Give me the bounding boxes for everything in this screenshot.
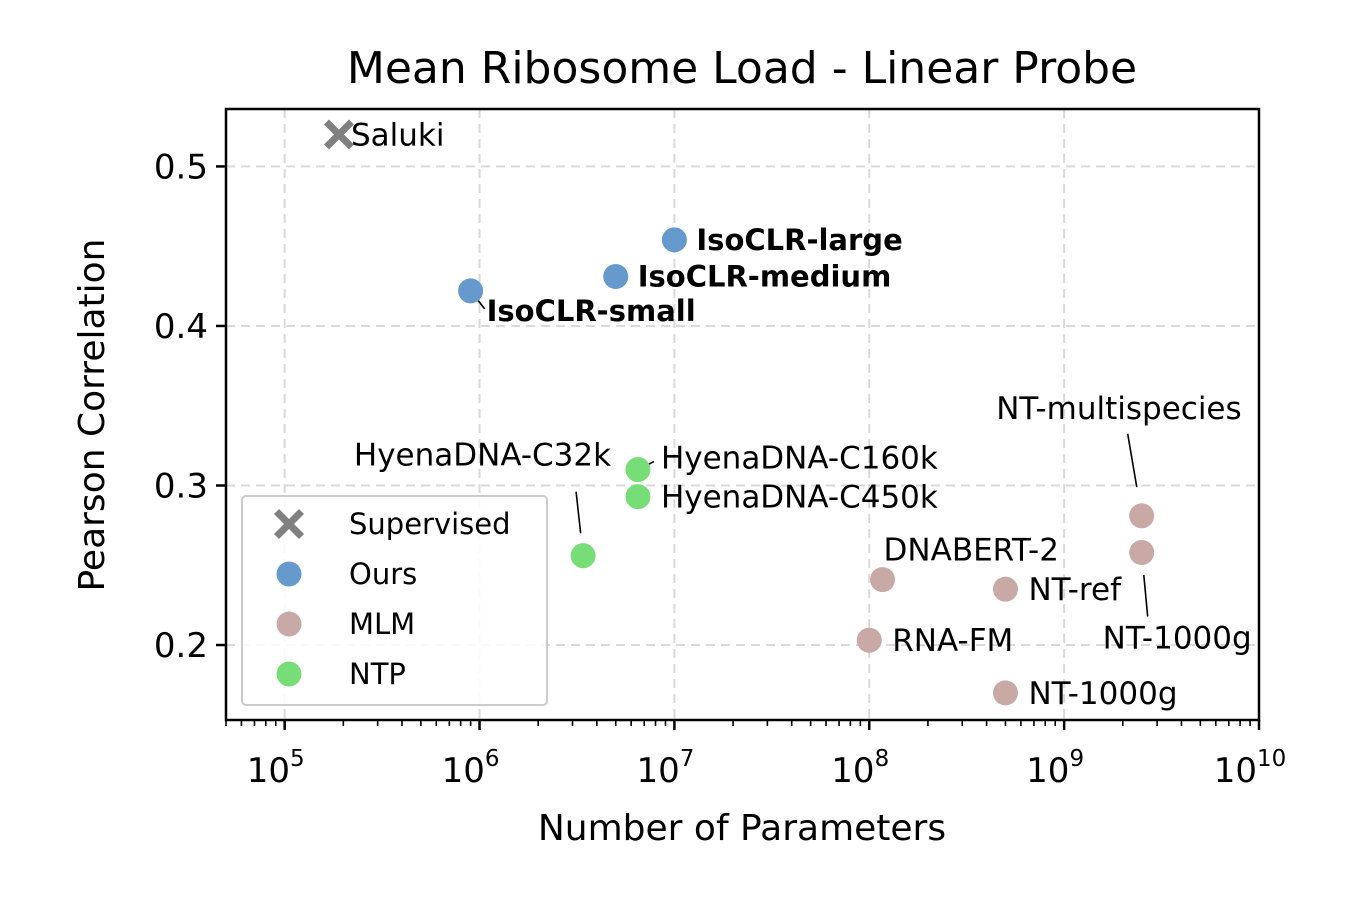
point-label: IsoCLR-large xyxy=(696,223,902,257)
point-label: NT-1000g xyxy=(1103,620,1252,656)
point-label: NT-ref xyxy=(1028,572,1122,608)
data-point xyxy=(625,484,651,510)
legend-marker xyxy=(276,611,302,637)
y-axis-label: Pearson Correlation xyxy=(72,239,113,592)
point-label: HyenaDNA-C32k xyxy=(354,438,611,474)
legend-label: MLM xyxy=(349,607,415,641)
x-tick-exponent: 7 xyxy=(680,746,695,772)
x-tick-exponent: 10 xyxy=(1257,746,1286,772)
data-point xyxy=(458,278,484,304)
point-label: RNA-FM xyxy=(892,623,1013,659)
x-tick-label: 109 xyxy=(1026,746,1084,791)
x-axis-label: Number of Parameters xyxy=(538,808,946,849)
data-point xyxy=(661,227,687,253)
point-label: HyenaDNA-C450k xyxy=(661,480,938,516)
x-tick-label: 107 xyxy=(636,746,694,791)
point-label: NT-multispecies xyxy=(996,391,1241,427)
x-tick-exponent: 9 xyxy=(1069,746,1084,772)
data-point xyxy=(856,627,882,653)
legend-label: Supervised xyxy=(349,507,511,541)
data-point xyxy=(570,543,596,569)
legend-box xyxy=(241,495,548,706)
data-point xyxy=(1129,539,1155,565)
point-label: IsoCLR-medium xyxy=(638,260,892,294)
x-tick-exponent: 6 xyxy=(485,746,500,772)
data-point xyxy=(603,264,629,290)
data-point xyxy=(992,576,1018,602)
x-tick-label: 108 xyxy=(831,746,889,791)
legend-label: Ours xyxy=(349,557,417,591)
legend-marker xyxy=(276,661,302,687)
data-point xyxy=(992,680,1018,706)
legend-marker xyxy=(274,509,304,539)
y-tick-label: 0.4 xyxy=(154,307,208,347)
point-label: HyenaDNA-C160k xyxy=(661,441,938,477)
chart-title: Mean Ribosome Load - Linear Probe xyxy=(347,43,1137,94)
y-tick-label: 0.3 xyxy=(154,466,208,506)
y-tick-label: 0.5 xyxy=(154,147,208,187)
point-label: NT-1000g xyxy=(1028,676,1177,712)
leader-line xyxy=(575,491,582,534)
plot-frame xyxy=(224,107,1261,722)
point-label: IsoCLR-small xyxy=(487,294,696,328)
x-tick-exponent: 8 xyxy=(875,746,890,772)
x-tick-label: 1010 xyxy=(1214,746,1287,791)
data-point xyxy=(870,567,896,593)
data-point xyxy=(1129,503,1155,529)
x-tick-label: 105 xyxy=(247,746,305,791)
x-tick-label: 106 xyxy=(442,746,500,791)
data-points: Saluki IsoCLR-largeIsoCLR-mediumIsoCLR-sm… xyxy=(323,118,1252,712)
legend-marker xyxy=(276,561,302,587)
point-label: Saluki xyxy=(351,118,445,154)
leader-line xyxy=(1142,574,1149,617)
legend: Supervised Ours MLM NTP xyxy=(241,495,548,706)
data-point xyxy=(323,119,354,150)
y-tick-label: 0.2 xyxy=(154,626,208,666)
point-label: DNABERT-2 xyxy=(884,533,1059,569)
legend-label: NTP xyxy=(349,657,406,691)
data-point xyxy=(625,457,651,483)
x-tick-exponent: 5 xyxy=(290,746,305,772)
leader-line xyxy=(1126,433,1138,488)
